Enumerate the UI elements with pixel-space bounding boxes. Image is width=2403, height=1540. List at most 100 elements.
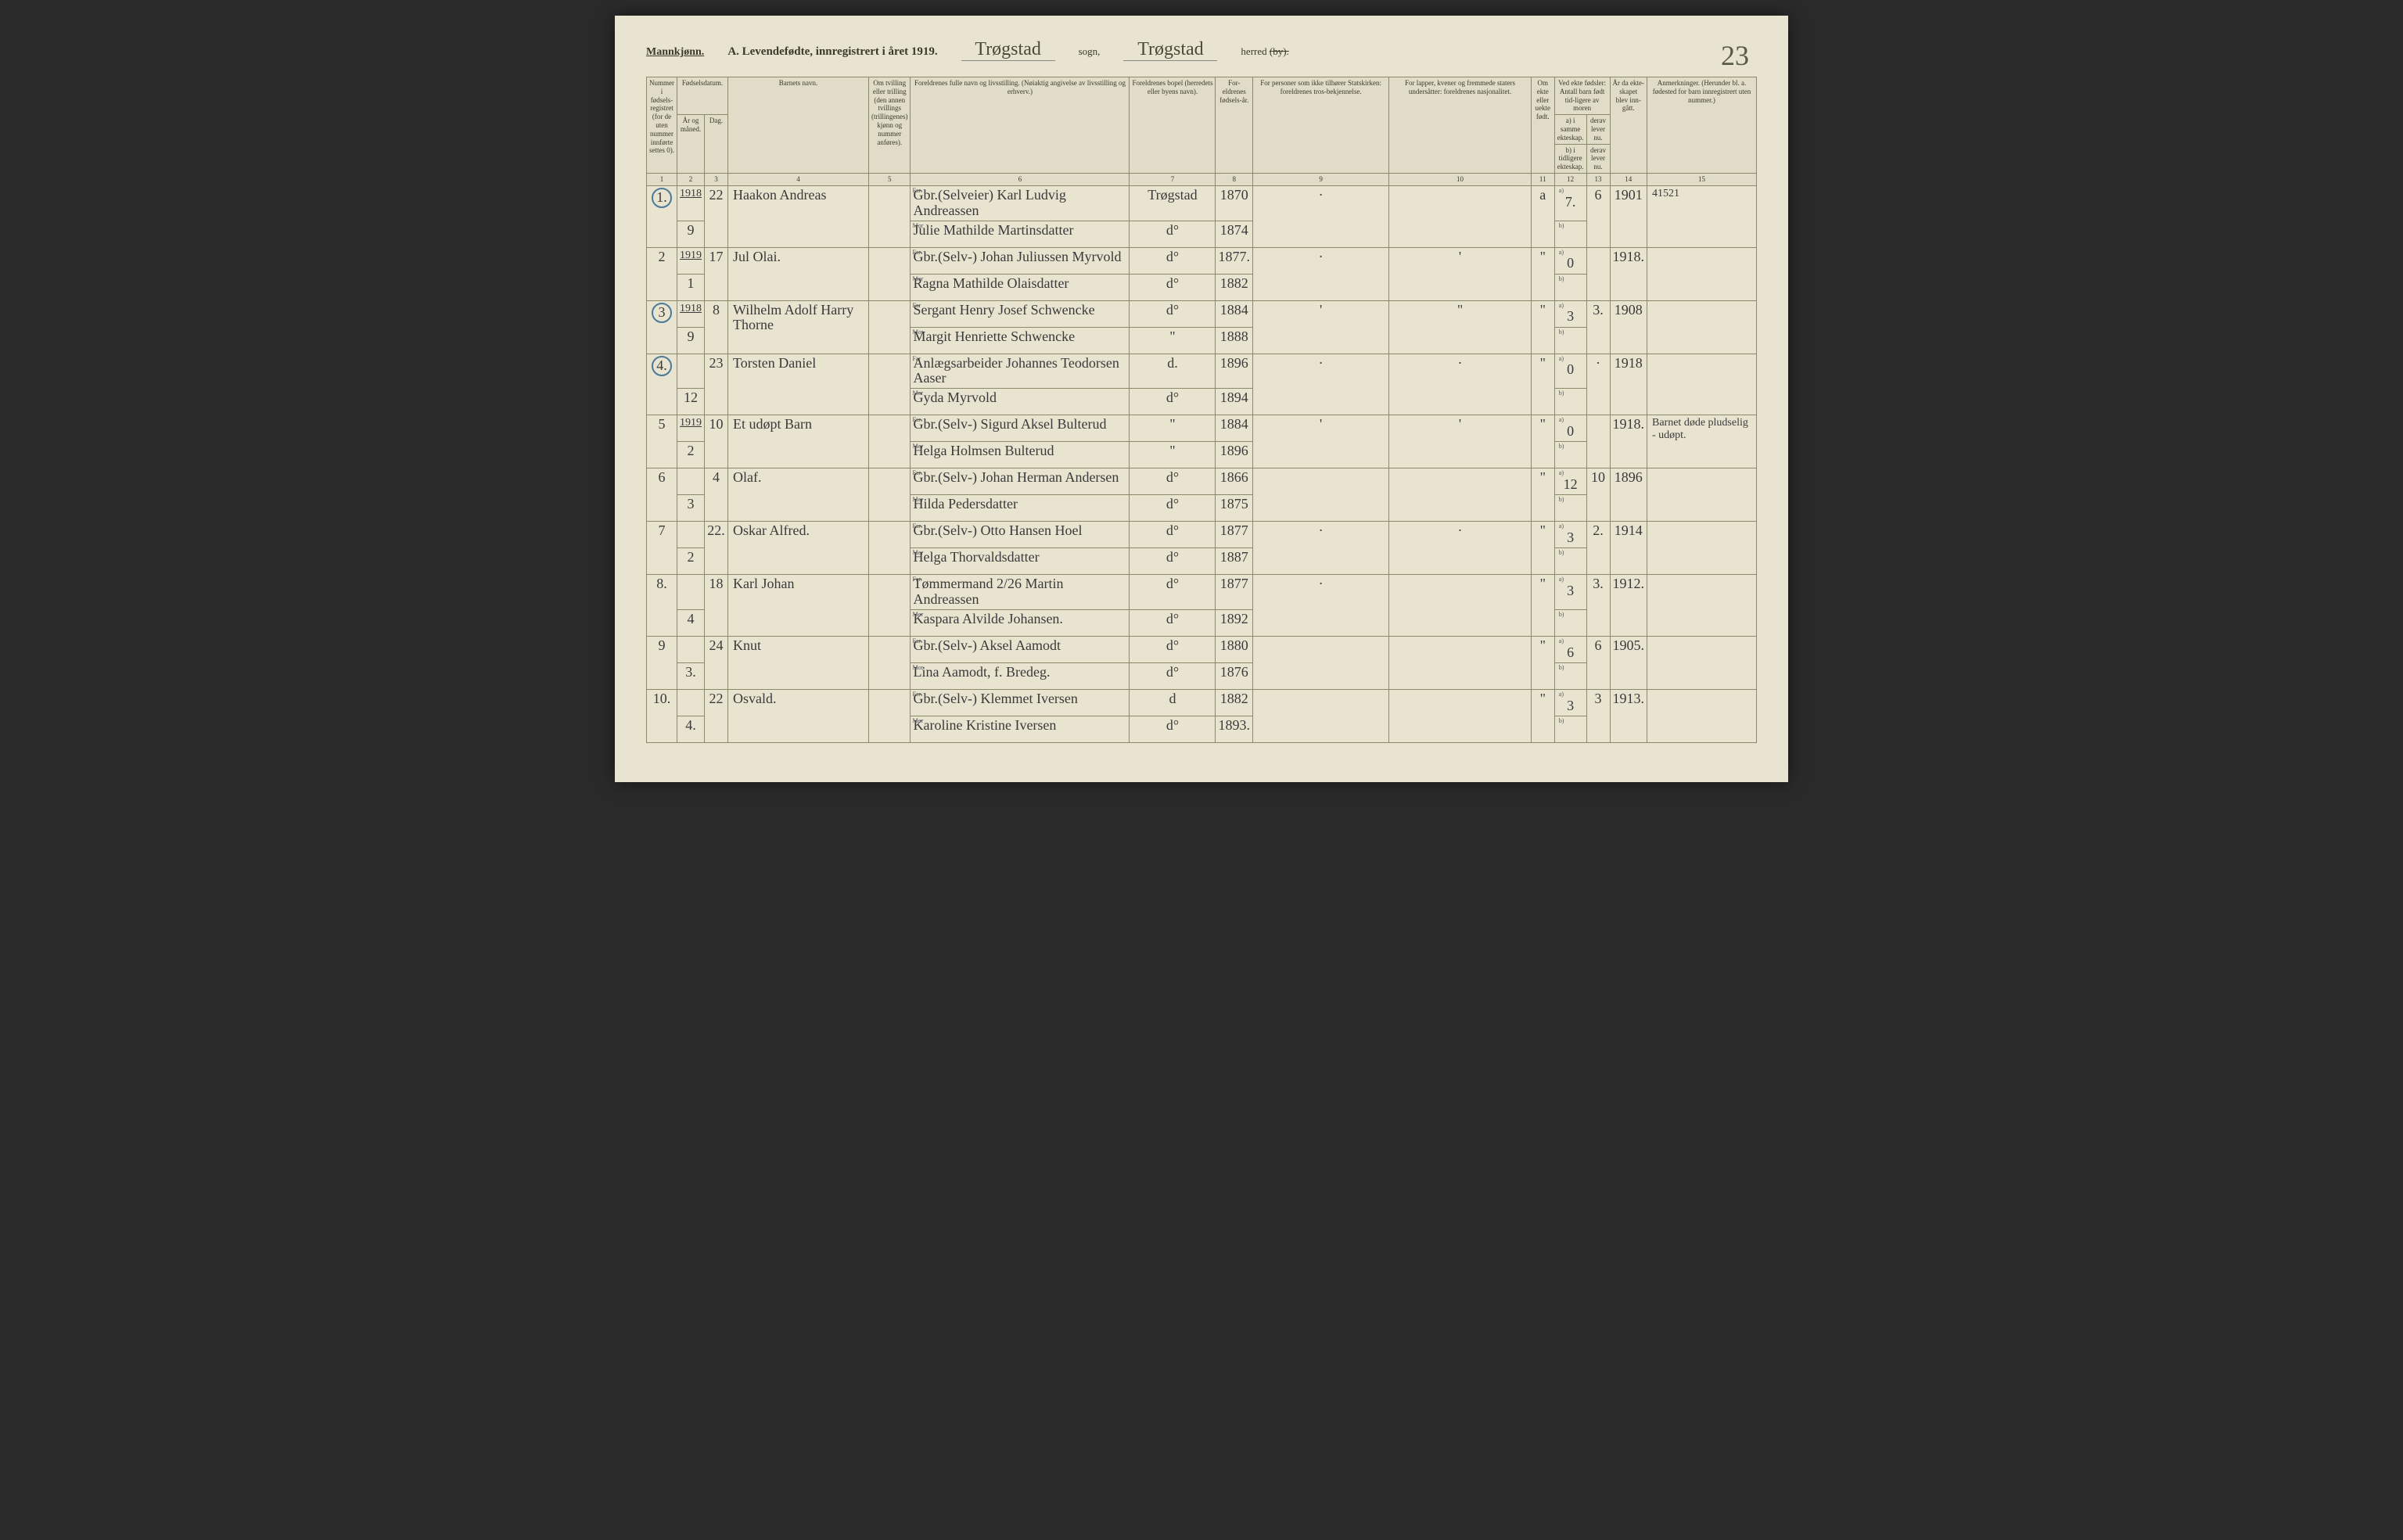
- far-label: Far: [912, 576, 921, 583]
- label-a: a): [1557, 576, 1584, 583]
- twin-info: [869, 636, 911, 689]
- mother-name: MorHilda Pedersdatter: [911, 495, 1130, 522]
- colnum-8: 8: [1216, 173, 1253, 185]
- mor-label: Mor: [912, 443, 923, 451]
- far-label: Far: [912, 691, 921, 698]
- father-name: FarGbr.(Selv-) Johan Herman Andersen: [911, 468, 1130, 495]
- twin-info: [869, 247, 911, 300]
- residence-mor: ": [1130, 327, 1216, 354]
- legitimacy: ": [1531, 354, 1554, 415]
- marriage-year: 1918.: [1610, 415, 1647, 468]
- mother-name: MorLina Aamodt, f. Bredeg.: [911, 662, 1130, 689]
- twin-info: [869, 415, 911, 468]
- day: 22.: [705, 522, 728, 575]
- birthyear-far: 1870: [1216, 185, 1253, 221]
- year-month: 4.: [677, 716, 705, 742]
- father-name: FarGbr.(Selv-) Johan Juliussen Myrvold: [911, 247, 1130, 274]
- mother-name: MorRagna Mathilde Olaisdatter: [911, 274, 1130, 300]
- religion: ·: [1252, 247, 1388, 300]
- living-now: 3.: [1586, 575, 1610, 637]
- birthyear-far: 1877: [1216, 522, 1253, 548]
- residence-far: d.: [1130, 354, 1216, 389]
- residence-mor: d°: [1130, 609, 1216, 636]
- by-struck: (by).: [1270, 45, 1289, 57]
- residence-mor: d°: [1130, 716, 1216, 742]
- year-month: 3: [677, 495, 705, 522]
- day: 22: [705, 689, 728, 742]
- year-month: 3.: [677, 662, 705, 689]
- father-name: FarGbr.(Selveier) Karl Ludvig Andreassen: [911, 185, 1130, 221]
- religion: ·: [1252, 522, 1388, 575]
- prev-children-a: a)3: [1554, 522, 1586, 548]
- birthyear-far: 1884: [1216, 300, 1253, 327]
- living-now: ·: [1586, 354, 1610, 415]
- residence-far: d: [1130, 689, 1216, 716]
- twin-info: [869, 468, 911, 522]
- marriage-year: 1913.: [1610, 689, 1647, 742]
- prev-children-a: a)3: [1554, 300, 1586, 327]
- marriage-year: 1914: [1610, 522, 1647, 575]
- prev-children-b: b): [1554, 442, 1586, 468]
- col-1-header: Nummer i fødsels-registret (for de uten …: [647, 77, 677, 174]
- nationality: ·: [1389, 354, 1532, 415]
- nationality: [1389, 636, 1532, 689]
- legitimacy: ": [1531, 522, 1554, 575]
- mother-name: MorKaroline Kristine Iversen: [911, 716, 1130, 742]
- mother-name: MorKaspara Alvilde Johansen.: [911, 609, 1130, 636]
- col-4-header: Barnets navn.: [728, 77, 869, 174]
- col-13a-header: derav lever nu.: [1586, 115, 1610, 144]
- colnum-4: 4: [728, 173, 869, 185]
- entry-number: 9: [647, 636, 677, 689]
- label-a: a): [1557, 303, 1584, 310]
- herred-word: herred: [1241, 45, 1266, 57]
- sogn-label: sogn,: [1079, 45, 1101, 58]
- col-3-header: Dag.: [705, 115, 728, 174]
- label-a: a): [1557, 470, 1584, 477]
- remarks: [1647, 689, 1757, 742]
- twin-info: [869, 522, 911, 575]
- birthyear-mor: 1876: [1216, 662, 1253, 689]
- religion: ·: [1252, 575, 1388, 637]
- table-row-far: 924KnutFarGbr.(Selv-) Aksel Aamodtd°1880…: [647, 636, 1757, 662]
- day: 4: [705, 468, 728, 522]
- nationality: ·: [1389, 522, 1532, 575]
- mor-label: Mor: [912, 718, 923, 725]
- label-a: a): [1557, 249, 1584, 257]
- nationality: ": [1389, 300, 1532, 354]
- residence-far: Trøgstad: [1130, 185, 1216, 221]
- religion: ·: [1252, 354, 1388, 415]
- label-b: b): [1557, 223, 1584, 230]
- label-b: b): [1557, 390, 1584, 397]
- col-5-header: Om tvilling eller trilling (den annen tv…: [869, 77, 911, 174]
- col-7-header: Foreldrenes bopel (herredets eller byens…: [1130, 77, 1216, 174]
- title: A. Levendefødte, innregistrert i året 19…: [727, 45, 937, 59]
- nationality: ': [1389, 247, 1532, 300]
- mor-label: Mor: [912, 550, 923, 557]
- father-name: FarGbr.(Selv-) Aksel Aamodt: [911, 636, 1130, 662]
- father-name: FarSergant Henry Josef Schwencke: [911, 300, 1130, 327]
- living-now: 10: [1586, 468, 1610, 522]
- year-top: [677, 354, 705, 389]
- label-a: a): [1557, 691, 1584, 698]
- birthyear-far: 1866: [1216, 468, 1253, 495]
- entry-number: 6: [647, 468, 677, 522]
- mother-name: MorHelga Holmsen Bulterud: [911, 442, 1130, 468]
- entry-number: 1.: [647, 185, 677, 247]
- religion: [1252, 468, 1388, 522]
- colnum-6: 6: [911, 173, 1130, 185]
- herred-label: herred (by).: [1241, 45, 1288, 58]
- year-month: 2: [677, 442, 705, 468]
- birthyear-far: 1880: [1216, 636, 1253, 662]
- birthyear-far: 1877: [1216, 575, 1253, 610]
- col-12b-header: b) i tidligere ekteskap.: [1554, 144, 1586, 173]
- col-2-3-group: Fødselsdatum.: [677, 77, 728, 115]
- marriage-year: 1908: [1610, 300, 1647, 354]
- prev-children-a: a)7.: [1554, 185, 1586, 221]
- far-label: Far: [912, 417, 921, 424]
- nationality: [1389, 689, 1532, 742]
- year-month: 12: [677, 389, 705, 415]
- remarks: [1647, 300, 1757, 354]
- remarks: [1647, 354, 1757, 415]
- colnum-12: 12: [1554, 173, 1586, 185]
- nationality: [1389, 468, 1532, 522]
